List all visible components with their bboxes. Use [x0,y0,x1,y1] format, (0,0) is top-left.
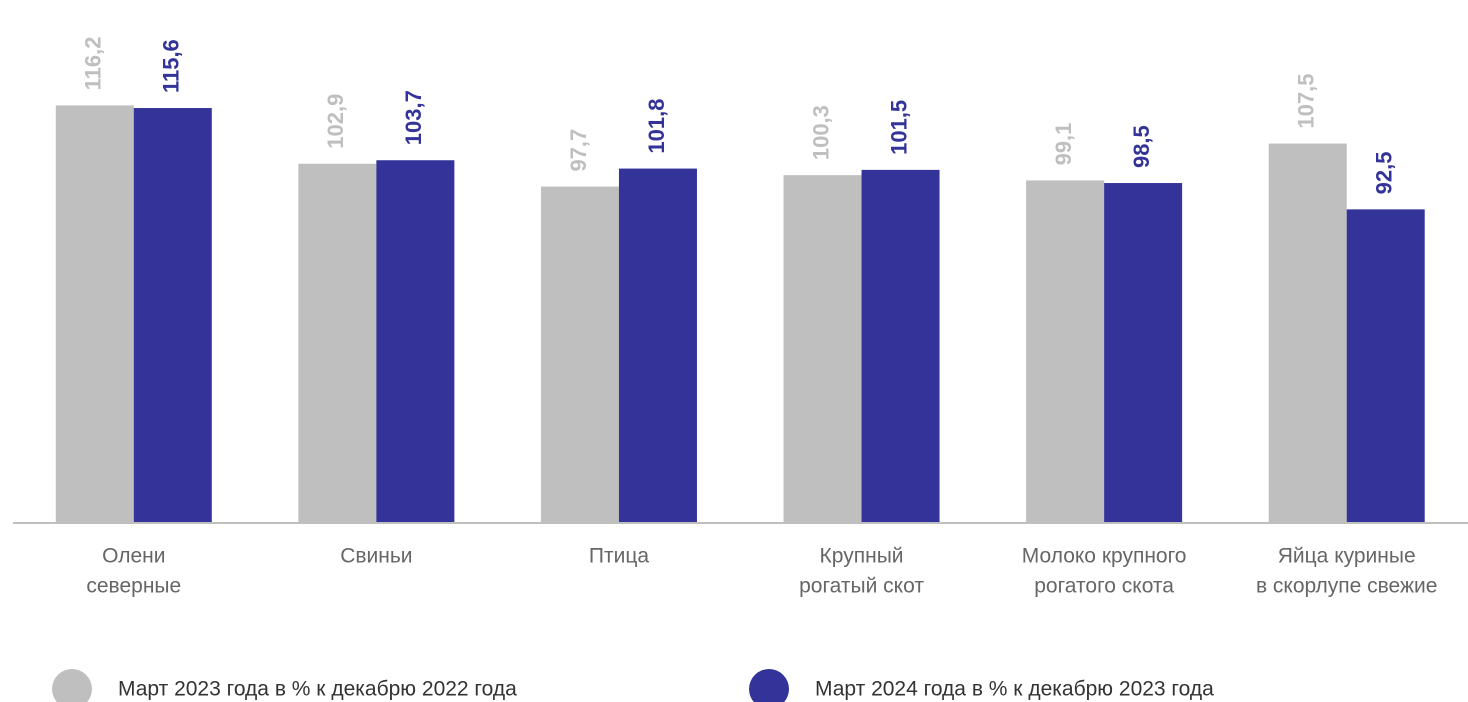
x-tick-label: Молоко крупного [1022,545,1187,568]
value-label: 103,7 [401,90,426,145]
bar [133,108,212,524]
legend-label: Март 2023 года в % к декабрю 2022 года [118,678,517,701]
value-label: 116,2 [81,37,106,91]
legend-label: Март 2024 года в % к декабрю 2023 года [815,678,1214,701]
bar [1346,209,1425,524]
bar [783,175,862,523]
x-tick-label: рогатый скот [799,575,924,598]
value-label: 97,7 [566,129,591,172]
value-label: 115,6 [159,39,184,93]
x-tick-label: Птица [589,545,649,568]
value-label: 100,3 [808,105,833,160]
bar [1104,183,1183,523]
x-tick-label: северные [86,575,181,598]
bar [298,163,377,523]
value-label: 92,5 [1372,152,1397,195]
value-label: 107,5 [1294,74,1319,129]
x-tick-label: Свиньи [340,545,412,568]
bar [1268,143,1347,523]
value-label: 99,1 [1051,123,1076,166]
bar [861,169,940,523]
x-tick-label: Крупный [820,545,904,568]
x-tick-label: в скорлупе свежие [1256,575,1438,598]
value-label: 101,8 [644,99,669,154]
legend-marker [749,669,789,702]
legend-marker [52,669,92,702]
bar [376,160,455,523]
x-tick-label: Яйца куриные [1278,545,1416,568]
value-label: 98,5 [1129,125,1154,168]
value-label: 101,5 [886,100,911,155]
value-label: 102,9 [323,94,348,149]
bar [540,186,619,523]
bar [55,105,134,524]
bar [1026,180,1105,523]
x-tick-label: Олени [102,545,165,568]
x-tick-label: рогатого скота [1034,575,1174,598]
bar [618,168,697,523]
